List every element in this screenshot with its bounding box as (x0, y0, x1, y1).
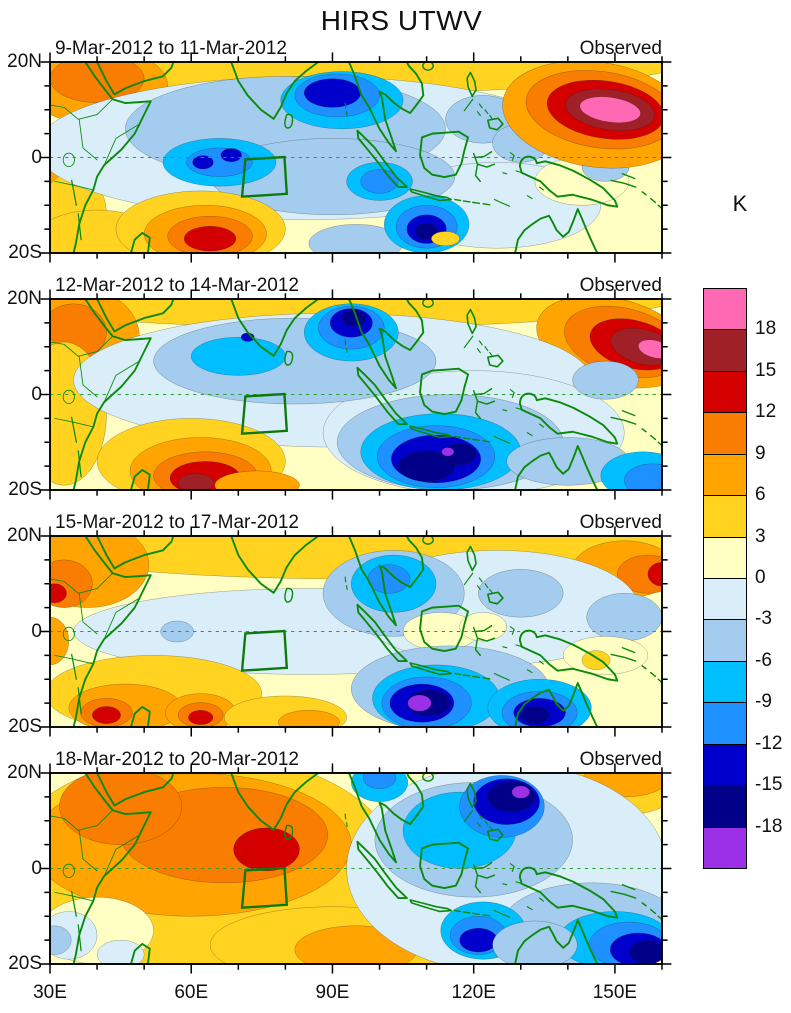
y-axis-tick-label: 0 (31, 620, 42, 642)
colorbar-cell (703, 702, 747, 745)
y-axis-tick-label: 20N (7, 525, 42, 546)
colorbar-tick-label: -18 (755, 815, 783, 837)
y-axis-tick-label: 20S (8, 953, 42, 974)
colorbar-tick-label: -9 (755, 691, 772, 713)
colorbar-cell (703, 495, 747, 538)
colorbar-cell (703, 288, 747, 331)
coastline-paths (50, 299, 662, 490)
figure-title: HIRS UTWV (320, 5, 483, 36)
axis-ticks (40, 52, 672, 263)
contour-field (50, 773, 662, 964)
contour-field (50, 62, 662, 253)
colorbar-tick-label: 15 (755, 359, 777, 381)
panel-source-label: Observed (579, 512, 662, 533)
colorbar-cell (703, 826, 747, 869)
colorbar-cell (703, 453, 747, 497)
panel-period-label: 15-Mar-2012 to 17-Mar-2012 (55, 512, 299, 533)
panel-source-label: Observed (579, 749, 662, 770)
map-panel (40, 763, 672, 974)
colorbar-tick-label: -12 (755, 732, 783, 754)
x-axis-tick-label: 150E (592, 982, 638, 1003)
study-region-box (240, 392, 289, 435)
axis-ticks (40, 763, 672, 974)
colorbar-tick-label: 12 (755, 401, 777, 423)
map-panel (40, 289, 672, 500)
coastline-paths (50, 536, 662, 727)
coastline-paths (50, 773, 662, 964)
map-panel (40, 52, 672, 263)
y-axis-tick-label: 0 (31, 383, 42, 405)
y-axis-tick-label: 20N (7, 51, 42, 72)
colorbar-tick-label: -6 (755, 649, 772, 671)
x-axis-tick-label: 120E (451, 982, 496, 1003)
y-axis-tick-label: 0 (31, 857, 42, 879)
colorbar-tick-label: 3 (755, 525, 766, 547)
colorbar-tick-label: 6 (755, 484, 766, 506)
panel-period-label: 18-Mar-2012 to 20-Mar-2012 (55, 749, 299, 770)
colorbar-tick-label: -15 (755, 774, 783, 796)
colorbar-cell (703, 619, 747, 662)
colorbar-cell (703, 660, 747, 704)
y-axis-tick-label: 20N (7, 762, 42, 783)
panel-source-label: Observed (579, 275, 662, 296)
colorbar-cell (703, 329, 747, 372)
map-panel (40, 526, 672, 737)
study-region-box (240, 866, 289, 909)
colorbar-cell (703, 785, 747, 828)
study-region-box (240, 629, 289, 672)
axis-ticks (40, 289, 672, 500)
colorbar-unit-label: K (732, 191, 748, 216)
x-axis-tick-label: 60E (174, 982, 209, 1003)
colorbar-cell (703, 578, 747, 621)
panel-period-label: 9-Mar-2012 to 11-Mar-2012 (55, 38, 287, 59)
x-axis-tick-label: 90E (315, 982, 350, 1003)
y-axis-tick-label: 20S (8, 716, 42, 737)
y-axis-tick-label: 20N (7, 288, 42, 309)
y-axis-tick-label: 0 (31, 146, 42, 168)
study-region-box (240, 155, 289, 198)
panel-period-label: 12-Mar-2012 to 14-Mar-2012 (55, 275, 299, 296)
x-axis-tick-label: 30E (33, 982, 67, 1003)
colorbar-cell (703, 536, 747, 579)
y-axis-tick-label: 20S (8, 242, 42, 263)
colorbar-tick-label: -3 (755, 608, 772, 630)
colorbar-cell (703, 743, 747, 787)
contour-field (50, 536, 662, 727)
contour-field (50, 299, 662, 490)
y-axis-tick-label: 20S (8, 479, 42, 500)
colorbar-tick-label: 9 (755, 442, 766, 464)
axis-ticks (40, 526, 672, 737)
colorbar-tick-label: 0 (755, 567, 766, 588)
colorbar-cell (703, 412, 747, 455)
panel-source-label: Observed (579, 38, 662, 59)
colorbar-cell (703, 370, 747, 414)
colorbar-tick-label: 18 (755, 318, 777, 340)
